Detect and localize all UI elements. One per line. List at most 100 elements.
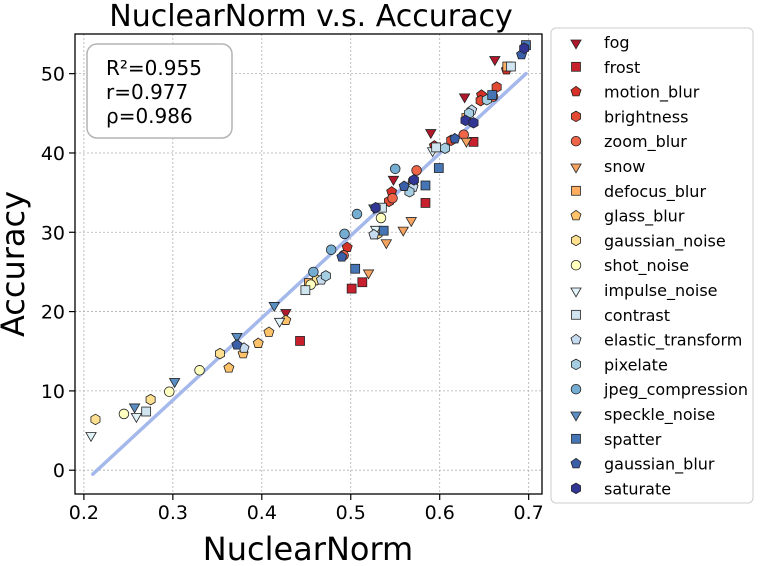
data-point bbox=[295, 336, 305, 346]
data-point bbox=[351, 208, 363, 220]
legend-marker bbox=[570, 287, 582, 298]
x-tick-label: 0.5 bbox=[336, 502, 366, 524]
legend-marker bbox=[571, 358, 581, 371]
x-tick-label: 0.7 bbox=[514, 502, 544, 524]
data-point bbox=[85, 432, 97, 443]
data-point bbox=[397, 226, 410, 237]
data-point bbox=[231, 339, 243, 350]
legend-marker bbox=[570, 383, 582, 395]
legend-marker bbox=[571, 482, 581, 495]
legend-label: zoom_blur bbox=[604, 132, 687, 152]
data-point bbox=[378, 225, 389, 236]
legend-marker bbox=[571, 234, 581, 247]
series-zoom-blur bbox=[338, 91, 499, 261]
legend-label: defocus_blur bbox=[604, 182, 706, 202]
y-tick-label: 40 bbox=[41, 143, 65, 165]
data-point bbox=[420, 198, 431, 208]
chart-title: NuclearNorm v.s. Accuracy bbox=[109, 0, 512, 34]
series-jpeg-compression bbox=[308, 163, 401, 278]
legend-label: impulse_noise bbox=[604, 281, 718, 301]
legend-item-elastic-transform: elastic_transform bbox=[570, 331, 742, 351]
legend-marker bbox=[570, 259, 582, 271]
legend-label: fog bbox=[604, 33, 630, 52]
stats-r-squared: R²=0.955 bbox=[106, 56, 202, 80]
data-point bbox=[460, 137, 473, 148]
data-point bbox=[145, 393, 156, 406]
data-point bbox=[380, 239, 393, 250]
legend-item-jpeg-compression: jpeg_compression bbox=[570, 380, 748, 400]
legend-item-pixelate: pixelate bbox=[571, 355, 668, 374]
legend-item-spatter: spatter bbox=[571, 430, 662, 449]
legend-marker bbox=[570, 333, 582, 345]
legend-label: motion_blur bbox=[604, 83, 700, 103]
data-point bbox=[346, 283, 357, 294]
data-point bbox=[268, 302, 281, 313]
y-tick-label: 0 bbox=[53, 460, 65, 482]
data-point bbox=[389, 163, 401, 175]
legend-item-defocus-blur: defocus_blur bbox=[571, 182, 706, 202]
data-point bbox=[387, 175, 400, 186]
legend-label: jpeg_compression bbox=[603, 380, 748, 400]
data-point bbox=[357, 277, 368, 288]
legend-label: frost bbox=[604, 58, 640, 77]
series-fog bbox=[280, 56, 501, 320]
data-point bbox=[164, 386, 175, 397]
legend-label: contrast bbox=[604, 306, 670, 325]
data-point bbox=[375, 212, 387, 224]
legend-label: snow bbox=[604, 157, 645, 176]
legend-item-speckle-noise: speckle_noise bbox=[570, 405, 715, 425]
legend-label: gaussian_blur bbox=[604, 455, 715, 475]
data-point bbox=[336, 251, 348, 262]
legend-item-gaussian-noise: gaussian_noise bbox=[571, 231, 726, 251]
legend-item-frost: frost bbox=[571, 58, 640, 77]
legend-label: elastic_transform bbox=[604, 331, 742, 351]
data-point bbox=[440, 142, 451, 154]
data-point bbox=[449, 132, 461, 144]
data-point bbox=[118, 408, 130, 420]
data-point bbox=[215, 347, 225, 360]
data-points bbox=[85, 40, 531, 443]
legend-marker bbox=[571, 309, 581, 320]
legend-item-fog: fog bbox=[570, 33, 630, 52]
x-tick-label: 0.3 bbox=[158, 502, 188, 524]
data-point bbox=[519, 42, 530, 55]
data-point bbox=[130, 413, 143, 424]
y-tick-label: 50 bbox=[41, 64, 65, 86]
data-point bbox=[168, 378, 181, 389]
data-point bbox=[300, 285, 311, 296]
legend-marker bbox=[571, 110, 581, 123]
legend-label: speckle_noise bbox=[604, 405, 715, 425]
legend-item-shot-noise: shot_noise bbox=[570, 256, 689, 276]
data-point bbox=[405, 217, 418, 228]
data-point bbox=[458, 93, 471, 104]
data-point bbox=[362, 269, 375, 280]
data-point bbox=[273, 317, 286, 328]
data-point bbox=[425, 129, 437, 140]
legend-marker bbox=[570, 85, 582, 97]
legend-label: pixelate bbox=[604, 355, 668, 374]
data-point bbox=[141, 406, 152, 417]
data-point bbox=[128, 403, 141, 414]
data-point bbox=[431, 142, 442, 153]
data-point bbox=[506, 61, 516, 72]
x-tick-label: 0.2 bbox=[69, 502, 99, 524]
data-point bbox=[408, 174, 419, 186]
legend-item-brightness: brightness bbox=[571, 107, 688, 126]
legend-marker bbox=[570, 163, 582, 174]
grid bbox=[75, 34, 542, 494]
y-axis-label: Accuracy bbox=[0, 191, 32, 337]
stats-spearman-rho: ρ=0.986 bbox=[106, 104, 193, 128]
plot-frame bbox=[74, 33, 543, 495]
stats-box: R²=0.955 r=0.977 ρ=0.986 bbox=[86, 43, 233, 139]
data-point bbox=[370, 201, 381, 214]
x-tick-label: 0.4 bbox=[247, 502, 277, 524]
legend-items: fog frost motion_blur brightness zoom_blursn… bbox=[570, 33, 748, 498]
x-axis-ticks: 0.2 0.3 0.4 0.5 0.6 0.7 bbox=[69, 494, 544, 524]
data-point bbox=[339, 228, 350, 240]
stats-pearson-r: r=0.977 bbox=[106, 80, 188, 104]
data-point bbox=[308, 266, 319, 278]
data-point bbox=[194, 365, 205, 376]
legend-marker bbox=[570, 457, 582, 469]
data-point bbox=[350, 263, 361, 274]
y-tick-label: 20 bbox=[41, 302, 65, 324]
